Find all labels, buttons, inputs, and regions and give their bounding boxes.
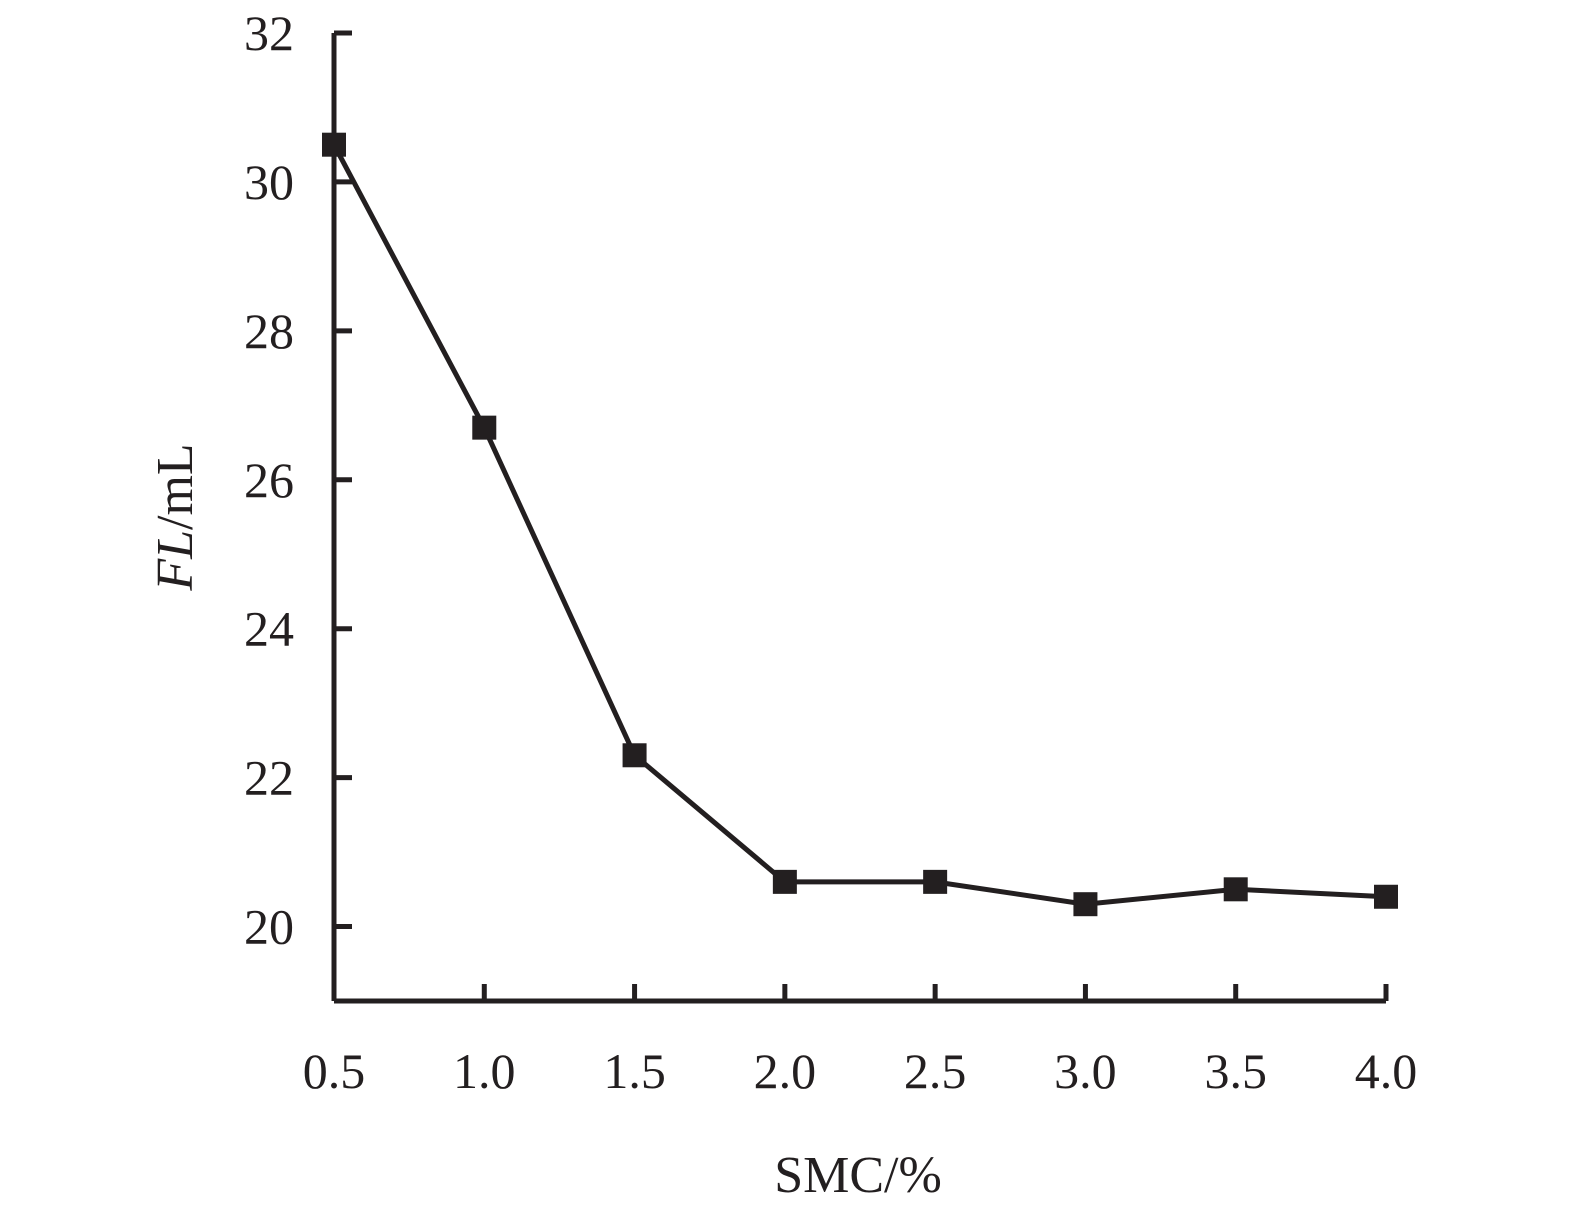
y-tick-label: 28 xyxy=(244,303,294,359)
x-tick-label: 1.0 xyxy=(453,1043,516,1099)
data-point-marker xyxy=(472,415,497,440)
y-tick-label: 32 xyxy=(244,5,294,61)
x-tick-label: 1.5 xyxy=(603,1043,666,1099)
y-axis-title: FL/mL xyxy=(147,443,204,591)
x-ticks: 0.5 1.0 1.5 2.0 2.5 3.0 3.5 4.0 xyxy=(303,984,1418,1099)
series-line xyxy=(331,143,1387,907)
data-point-marker xyxy=(322,132,346,157)
data-point-marker xyxy=(772,869,797,894)
y-axis-title-unit: /mL xyxy=(147,443,204,530)
x-axis-title: SMC/% xyxy=(774,1147,942,1204)
x-tick-label: 2.5 xyxy=(904,1043,967,1099)
data-point-marker xyxy=(622,743,647,768)
data-point-marker xyxy=(923,869,948,894)
x-tick-label: 3.5 xyxy=(1204,1043,1267,1099)
y-ticks: 20 22 24 26 28 30 32 xyxy=(244,5,352,955)
x-tick-label: 0.5 xyxy=(303,1043,366,1099)
y-axis-title-italic: FL xyxy=(147,530,204,592)
y-tick-label: 30 xyxy=(244,154,294,210)
x-tick-label: 3.0 xyxy=(1054,1043,1117,1099)
data-point-marker xyxy=(1073,892,1098,917)
plot-area xyxy=(322,132,1398,917)
y-tick-label: 22 xyxy=(244,750,294,806)
x-tick-label: 2.0 xyxy=(754,1043,817,1099)
data-point-marker xyxy=(1374,884,1398,909)
y-tick-label: 24 xyxy=(244,601,294,657)
axes xyxy=(331,33,1386,1004)
y-tick-label: 26 xyxy=(244,452,294,508)
x-tick-label: 4.0 xyxy=(1355,1043,1418,1099)
data-point-marker xyxy=(1223,877,1248,902)
y-tick-label: 20 xyxy=(244,899,294,955)
